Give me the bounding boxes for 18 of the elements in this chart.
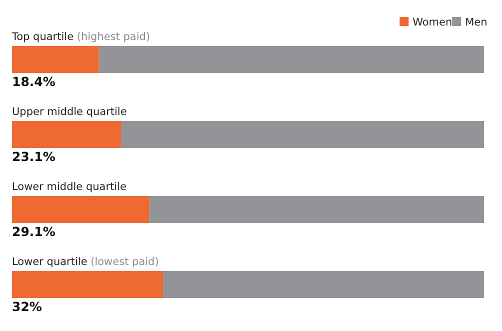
bar — [12, 196, 150, 223]
bar — [121, 121, 484, 148]
legend-label: Men — [465, 16, 488, 28]
bar — [12, 121, 122, 148]
legend-label: Women — [412, 16, 452, 28]
bar — [98, 46, 484, 73]
data-label: 18.4% — [12, 74, 56, 89]
y-tick-label: Upper middle quartile — [12, 106, 127, 118]
bar — [163, 271, 484, 298]
bar — [12, 271, 164, 298]
data-label: 32% — [12, 299, 42, 314]
data-label: 29.1% — [12, 224, 56, 239]
data-label: 23.1% — [12, 149, 56, 164]
bar — [149, 196, 484, 223]
y-tick-label: Lower quartile (lowest paid) — [12, 256, 159, 268]
bar — [12, 46, 99, 73]
y-tick-label: Top quartile (highest paid) — [11, 31, 150, 43]
y-tick-label: Lower middle quartile — [12, 181, 126, 193]
